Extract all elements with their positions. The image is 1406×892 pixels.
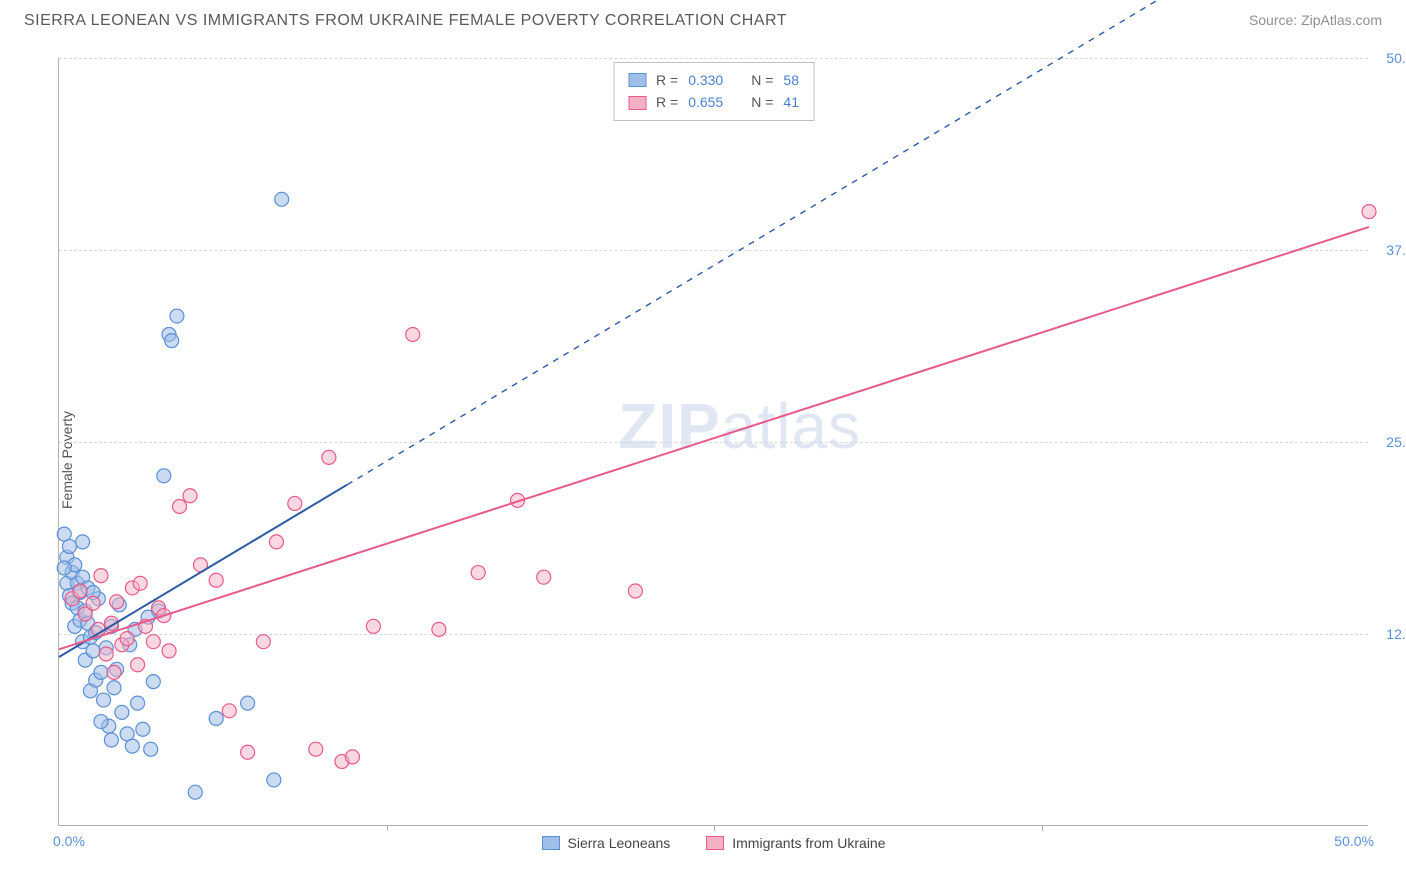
r-label: R = (656, 91, 678, 113)
n-label: N = (751, 91, 773, 113)
chart-container: Female Poverty ZIPatlas 0.0% 50.0% R =0.… (48, 50, 1384, 870)
data-point (269, 535, 283, 549)
data-point (107, 665, 121, 679)
data-point (241, 696, 255, 710)
data-point (120, 632, 134, 646)
data-point (183, 489, 197, 503)
chart-title: SIERRA LEONEAN VS IMMIGRANTS FROM UKRAIN… (24, 12, 787, 30)
data-point (131, 696, 145, 710)
regression-dashed (347, 0, 1369, 485)
data-point (322, 450, 336, 464)
y-tick-label: 37.5% (1386, 242, 1406, 258)
data-point (165, 334, 179, 348)
legend-stats-row: R = 0.330 N = 58 (628, 69, 799, 91)
data-point (432, 622, 446, 636)
data-point (173, 500, 187, 514)
data-point (162, 644, 176, 658)
data-point (146, 635, 160, 649)
r-label: R = (656, 69, 678, 91)
series-name: Immigrants from Ukraine (732, 835, 885, 851)
data-point (157, 469, 171, 483)
r-value: 0.330 (688, 69, 723, 91)
legend-series-item: Immigrants from Ukraine (706, 835, 885, 851)
data-point (144, 742, 158, 756)
n-value: 41 (783, 91, 799, 113)
data-point (146, 675, 160, 689)
legend-series: Sierra Leoneans Immigrants from Ukraine (541, 835, 885, 851)
n-value: 58 (783, 69, 799, 91)
x-tick-left: 0.0% (53, 833, 85, 849)
data-point (188, 785, 202, 799)
plot-svg (59, 58, 1368, 825)
legend-stats-row: R = 0.655 N = 41 (628, 91, 799, 113)
data-point (471, 566, 485, 580)
y-tick-label: 12.5% (1386, 626, 1406, 642)
legend-series-item: Sierra Leoneans (541, 835, 670, 851)
r-value: 0.655 (688, 91, 723, 113)
data-point (125, 739, 139, 753)
data-point (267, 773, 281, 787)
data-point (170, 309, 184, 323)
chart-source: Source: ZipAtlas.com (1249, 12, 1382, 28)
data-point (628, 584, 642, 598)
data-point (57, 561, 71, 575)
x-axis-tick (387, 825, 388, 831)
legend-stats: R = 0.330 N = 58 R = 0.655 N = 41 (613, 62, 814, 121)
data-point (94, 715, 108, 729)
n-label: N = (751, 69, 773, 91)
swatch-icon (541, 836, 559, 850)
data-point (275, 192, 289, 206)
data-point (345, 750, 359, 764)
data-point (99, 647, 113, 661)
data-point (222, 704, 236, 718)
data-point (76, 535, 90, 549)
data-point (366, 619, 380, 633)
y-tick-label: 50.0% (1386, 50, 1406, 66)
y-tick-label: 25.0% (1386, 434, 1406, 450)
data-point (256, 635, 270, 649)
swatch-icon (628, 73, 646, 87)
regression-solid (59, 227, 1369, 649)
data-point (86, 596, 100, 610)
x-tick-right: 50.0% (1334, 833, 1374, 849)
data-point (241, 745, 255, 759)
data-point (86, 644, 100, 658)
data-point (115, 705, 129, 719)
data-point (537, 570, 551, 584)
data-point (107, 681, 121, 695)
x-axis-tick (1042, 825, 1043, 831)
data-point (94, 665, 108, 679)
data-point (209, 711, 223, 725)
data-point (131, 658, 145, 672)
data-point (136, 722, 150, 736)
data-point (97, 693, 111, 707)
data-point (1362, 205, 1376, 219)
data-point (133, 576, 147, 590)
data-point (104, 733, 118, 747)
data-point (209, 573, 223, 587)
data-point (288, 496, 302, 510)
x-axis-tick (714, 825, 715, 831)
data-point (309, 742, 323, 756)
swatch-icon (628, 96, 646, 110)
data-point (62, 539, 76, 553)
data-point (94, 569, 108, 583)
plot-area: ZIPatlas 0.0% 50.0% R =0.330N =58R =0.65… (58, 58, 1368, 826)
data-point (406, 327, 420, 341)
swatch-icon (706, 836, 724, 850)
series-name: Sierra Leoneans (567, 835, 670, 851)
data-point (73, 584, 87, 598)
data-point (110, 595, 124, 609)
